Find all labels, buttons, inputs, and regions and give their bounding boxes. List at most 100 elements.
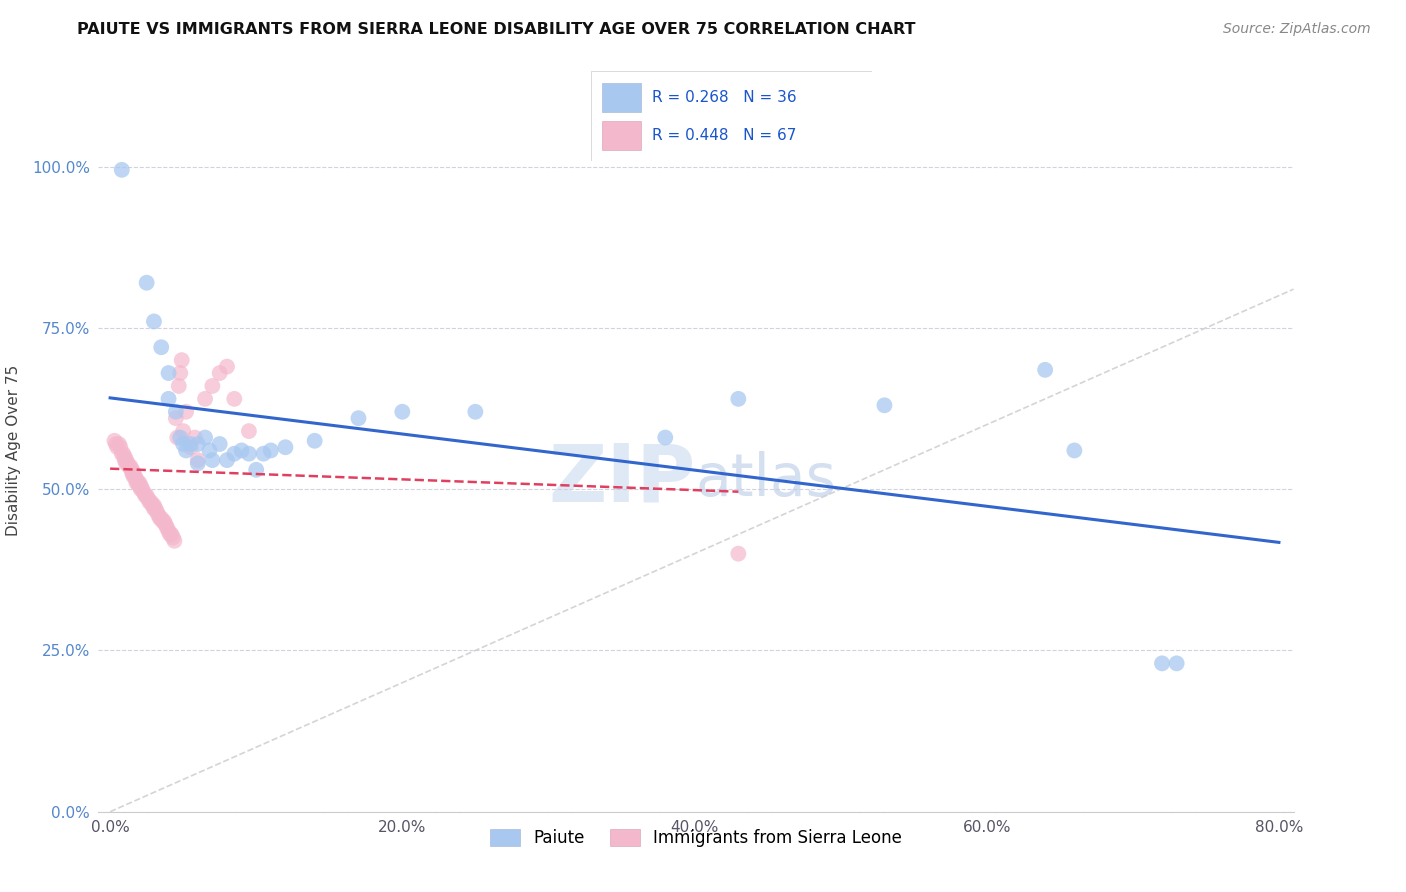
Point [128, 479, 150, 493]
Point [120, 459, 142, 474]
Point [184, 431, 207, 445]
Text: R = 0.268   N = 36: R = 0.268 N = 36 [652, 90, 797, 104]
Point [304, 434, 326, 448]
Point [160, 527, 183, 541]
Point [125, 473, 148, 487]
Point [128, 475, 150, 490]
Point [136, 491, 159, 506]
Point [122, 469, 145, 483]
Point [252, 447, 274, 461]
Point [208, 437, 231, 451]
Point [152, 515, 174, 529]
FancyBboxPatch shape [602, 83, 641, 112]
Point [141, 498, 163, 512]
Point [238, 447, 260, 461]
Point [727, 392, 749, 406]
Point [129, 482, 152, 496]
Point [172, 424, 194, 438]
Point [131, 482, 153, 496]
Point [179, 440, 201, 454]
Point [391, 405, 413, 419]
Point [149, 511, 172, 525]
Point [139, 495, 162, 509]
Text: Source: ZipAtlas.com: Source: ZipAtlas.com [1223, 22, 1371, 37]
Point [347, 411, 370, 425]
Point [122, 466, 145, 480]
Point [172, 437, 194, 451]
Point [110, 440, 132, 454]
Point [148, 508, 170, 522]
Point [156, 521, 179, 535]
Point [103, 434, 125, 448]
Legend: Paiute, Immigrants from Sierra Leone: Paiute, Immigrants from Sierra Leone [484, 822, 908, 854]
Point [129, 479, 152, 493]
Point [135, 276, 157, 290]
Point [142, 314, 165, 328]
Point [260, 443, 283, 458]
Point [174, 405, 197, 419]
Point [114, 450, 136, 464]
Point [157, 524, 180, 538]
Point [169, 431, 191, 445]
Point [135, 489, 157, 503]
Point [108, 437, 131, 451]
Point [134, 489, 156, 503]
Point [238, 424, 260, 438]
Point [165, 411, 187, 425]
Point [245, 463, 267, 477]
FancyBboxPatch shape [591, 71, 872, 161]
Text: R = 0.448   N = 67: R = 0.448 N = 67 [652, 128, 797, 143]
Point [153, 515, 176, 529]
Point [1063, 443, 1085, 458]
Text: atlas: atlas [696, 450, 837, 508]
Point [115, 453, 138, 467]
Point [145, 501, 167, 516]
Point [274, 440, 297, 454]
Point [464, 405, 486, 419]
Point [150, 340, 173, 354]
Point [166, 431, 188, 445]
Point [142, 501, 165, 516]
Point [1166, 657, 1188, 671]
Point [187, 456, 209, 470]
Y-axis label: Disability Age Over 75: Disability Age Over 75 [6, 365, 21, 536]
Point [121, 466, 143, 480]
Point [169, 366, 191, 380]
Point [150, 511, 173, 525]
Point [187, 437, 209, 451]
Point [201, 379, 224, 393]
Point [208, 366, 231, 380]
Point [174, 443, 197, 458]
Point [198, 443, 221, 458]
Point [165, 405, 187, 419]
Point [1033, 363, 1056, 377]
Point [215, 453, 238, 467]
Point [179, 437, 201, 451]
Point [224, 447, 246, 461]
Point [231, 443, 253, 458]
Point [125, 475, 148, 490]
Point [224, 392, 246, 406]
Point [114, 453, 136, 467]
Point [107, 440, 129, 454]
Point [146, 505, 169, 519]
Point [162, 531, 184, 545]
Point [132, 485, 155, 500]
Point [187, 453, 209, 467]
Point [112, 447, 135, 461]
Point [111, 162, 134, 177]
Point [157, 392, 180, 406]
Point [727, 547, 749, 561]
Point [127, 475, 149, 490]
Point [118, 459, 141, 474]
Point [138, 495, 160, 509]
Point [115, 456, 138, 470]
Point [104, 437, 127, 451]
Text: PAIUTE VS IMMIGRANTS FROM SIERRA LEONE DISABILITY AGE OVER 75 CORRELATION CHART: PAIUTE VS IMMIGRANTS FROM SIERRA LEONE D… [77, 22, 915, 37]
Point [873, 398, 896, 412]
Point [121, 463, 143, 477]
Point [194, 431, 217, 445]
Point [157, 366, 180, 380]
Point [124, 469, 146, 483]
Point [194, 392, 217, 406]
